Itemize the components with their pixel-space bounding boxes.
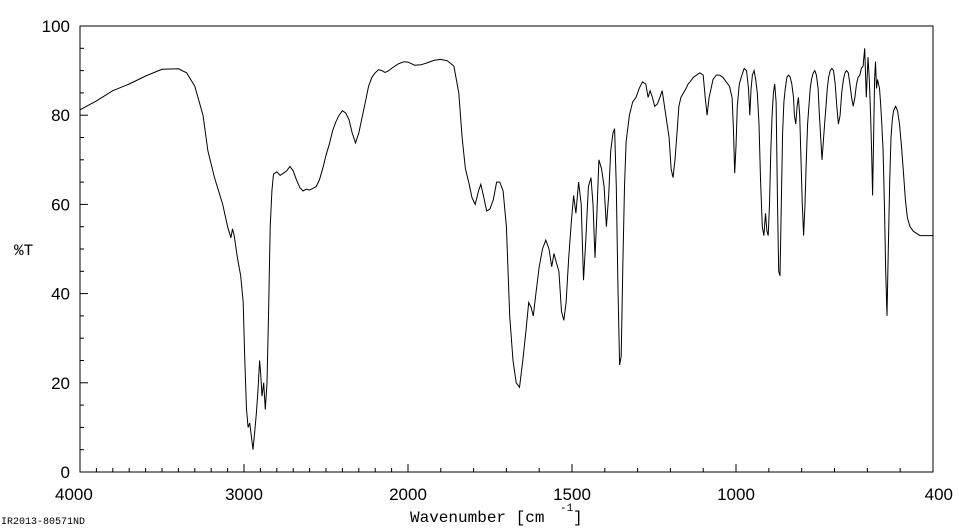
- x-axis-ticks: 4000 3000 2000 1500 1000 400: [55, 464, 953, 504]
- spectrum-series-line: [79, 48, 933, 450]
- plot-frame: [79, 25, 934, 473]
- x-tick-label: 4000: [55, 485, 93, 504]
- x-axis-title-end: ]: [573, 509, 583, 527]
- x-tick-label: 400: [925, 485, 953, 504]
- y-tick-label: 20: [51, 374, 70, 393]
- y-tick-label: 60: [51, 195, 70, 214]
- y-tick-label: 100: [42, 17, 70, 36]
- x-axis-title: Wavenumber [cm: [410, 509, 544, 527]
- y-axis-title: %T: [14, 242, 33, 260]
- y-tick-label: 80: [51, 106, 70, 125]
- x-axis-title-superscript: -1: [560, 503, 574, 515]
- x-tick-label: 1500: [553, 485, 591, 504]
- y-tick-label: 0: [61, 463, 70, 482]
- x-tick-label: 2000: [389, 485, 427, 504]
- y-tick-label: 40: [51, 285, 70, 304]
- y-axis-ticks: 0 20 40 60 80 100: [42, 17, 88, 482]
- x-tick-label: 1000: [717, 485, 755, 504]
- x-tick-label: 3000: [225, 485, 263, 504]
- spectrum-id-label: IR2013-80571ND: [1, 517, 85, 528]
